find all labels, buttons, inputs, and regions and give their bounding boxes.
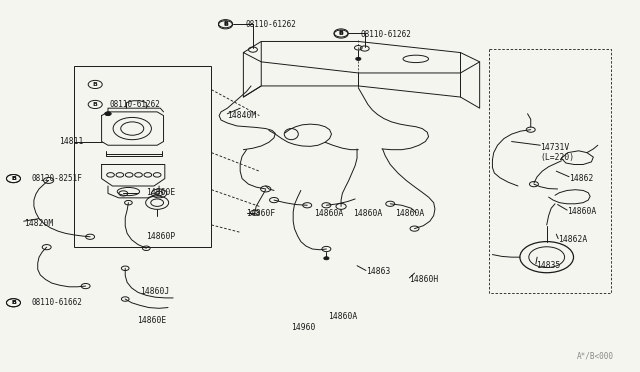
Text: 14820M: 14820M xyxy=(24,219,53,228)
Text: B: B xyxy=(339,30,344,35)
Text: 14860A: 14860A xyxy=(353,209,383,218)
Text: 08120-8251F: 08120-8251F xyxy=(31,174,82,183)
Text: B: B xyxy=(93,81,98,87)
Text: (L=220): (L=220) xyxy=(540,153,575,161)
Text: B: B xyxy=(11,300,16,305)
Circle shape xyxy=(356,57,361,60)
Text: 14811: 14811 xyxy=(60,137,84,146)
Text: 14860A: 14860A xyxy=(567,208,596,217)
Circle shape xyxy=(105,112,111,116)
Text: 14860H: 14860H xyxy=(410,275,438,284)
Text: B: B xyxy=(11,176,16,181)
Text: 08110-61262: 08110-61262 xyxy=(360,29,411,39)
Text: 14860J: 14860J xyxy=(140,287,169,296)
Text: 14862A: 14862A xyxy=(558,235,588,244)
Text: B: B xyxy=(93,102,98,107)
Text: 14860F: 14860F xyxy=(246,209,276,218)
Circle shape xyxy=(324,257,329,260)
Text: B: B xyxy=(11,300,16,305)
Text: 14840M: 14840M xyxy=(227,111,257,120)
Text: 14860A: 14860A xyxy=(314,209,343,218)
Text: 14731V: 14731V xyxy=(540,142,570,151)
Text: 08110-61262: 08110-61262 xyxy=(245,20,296,29)
Text: 14862: 14862 xyxy=(569,174,593,183)
Text: 14860E: 14860E xyxy=(138,316,166,325)
Text: B: B xyxy=(223,22,228,27)
Text: 14835: 14835 xyxy=(536,261,560,270)
Bar xyxy=(74,65,211,247)
Text: B: B xyxy=(223,21,228,26)
Text: 14860P: 14860P xyxy=(147,231,175,241)
Text: A*/B<000: A*/B<000 xyxy=(577,351,614,360)
Text: 14960: 14960 xyxy=(291,323,316,332)
Text: 14860A: 14860A xyxy=(328,312,358,321)
Text: 14860E: 14860E xyxy=(147,188,175,197)
Text: 08110-61662: 08110-61662 xyxy=(31,298,82,307)
Text: B: B xyxy=(11,176,16,181)
Text: 14863: 14863 xyxy=(366,267,390,276)
Text: 14860A: 14860A xyxy=(396,209,424,218)
Text: B: B xyxy=(339,31,344,36)
Text: 08110-61262: 08110-61262 xyxy=(109,100,160,109)
